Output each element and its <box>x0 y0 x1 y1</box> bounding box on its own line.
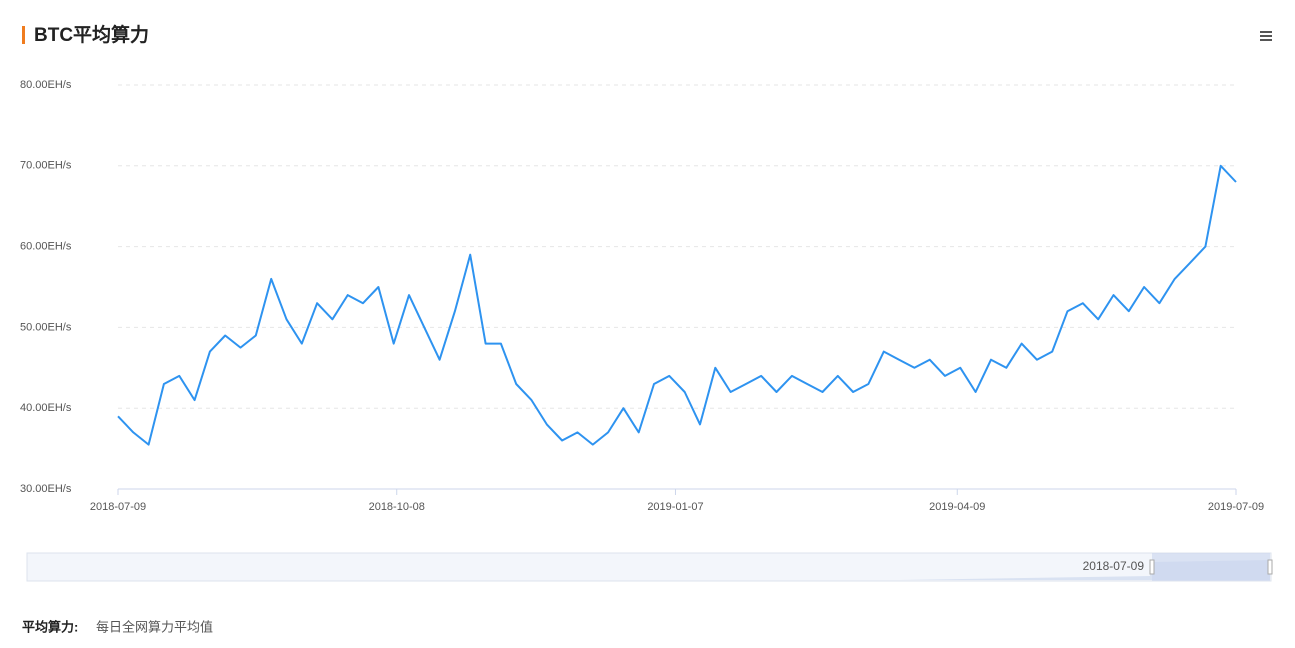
x-tick-label: 2018-07-09 <box>90 501 146 513</box>
chart-title: BTC平均算力 <box>34 23 149 46</box>
x-tick-label: 2018-10-08 <box>369 501 425 513</box>
y-tick-label: 50.00EH/s <box>20 321 72 333</box>
footnote-text: 每日全网算力平均值 <box>96 619 213 634</box>
y-tick-label: 70.00EH/s <box>20 160 72 172</box>
footnote-term: 平均算力: <box>22 619 78 634</box>
y-tick-label: 80.00EH/s <box>20 79 72 91</box>
line <box>117 164 1237 446</box>
slider-label: 2018-07-09 <box>1083 559 1145 573</box>
title-marker <box>22 26 25 44</box>
menu-icon[interactable] <box>1260 31 1272 41</box>
x-tick-label: 2019-01-07 <box>647 501 703 513</box>
y-tick-label: 30.00EH/s <box>20 483 72 495</box>
x-tick-label: 2019-07-09 <box>1208 501 1264 513</box>
y-tick-label: 60.00EH/s <box>20 241 72 253</box>
zoom-slider[interactable] <box>26 552 1273 582</box>
x-tick-label: 2019-04-09 <box>929 501 985 513</box>
y-tick-label: 40.00EH/s <box>20 402 72 414</box>
